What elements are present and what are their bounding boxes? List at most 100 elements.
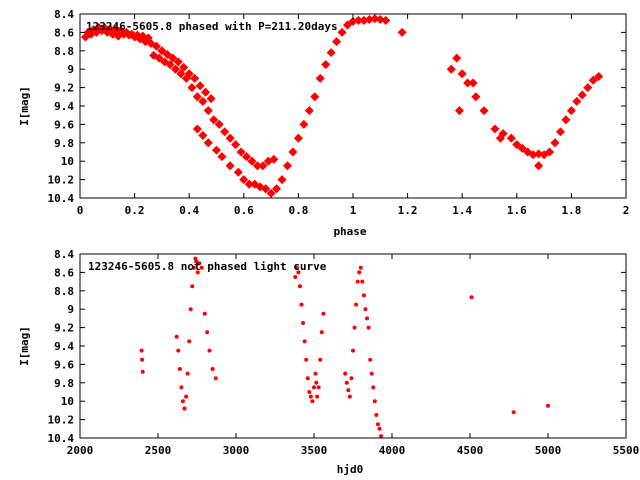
data-point <box>337 27 347 37</box>
x-tick-label: 5500 <box>613 444 640 457</box>
x-tick-label: 0.4 <box>179 204 199 217</box>
data-point <box>205 330 210 335</box>
data-point <box>206 94 216 104</box>
x-tick-label: 0.2 <box>125 204 145 217</box>
data-point <box>211 145 222 155</box>
data-point <box>318 357 323 362</box>
y-tick-label: 10.2 <box>48 174 75 187</box>
data-point <box>326 48 336 58</box>
x-tick-label: 1.6 <box>507 204 527 217</box>
y-tick-label: 8.6 <box>54 26 74 39</box>
data-point <box>157 46 167 56</box>
data-point <box>180 399 185 404</box>
data-point <box>305 376 310 381</box>
data-point <box>190 73 200 83</box>
data-point <box>371 385 376 390</box>
data-point <box>188 307 193 312</box>
x-tick-label: 2500 <box>145 444 172 457</box>
data-point <box>469 295 474 300</box>
data-point <box>195 270 200 275</box>
phased-x-axis-label: phase <box>333 225 366 238</box>
data-point <box>355 279 360 284</box>
data-point <box>555 127 566 137</box>
data-point <box>454 106 464 116</box>
phased-points <box>80 14 604 198</box>
data-point <box>372 399 377 404</box>
data-point <box>346 388 351 393</box>
y-tick-label: 8.4 <box>54 8 74 21</box>
data-point <box>310 92 320 102</box>
data-point <box>314 380 319 385</box>
data-point <box>184 394 189 399</box>
data-point <box>349 376 354 381</box>
y-tick-label: 9.2 <box>54 322 74 335</box>
y-tick-label: 9 <box>67 303 74 316</box>
data-point <box>377 426 382 431</box>
y-tick-label: 8.4 <box>54 248 74 261</box>
data-point <box>313 371 318 376</box>
data-point <box>174 334 179 339</box>
data-point <box>381 15 391 25</box>
data-point <box>176 69 186 79</box>
data-point <box>165 60 175 70</box>
data-point <box>140 369 145 374</box>
data-point <box>195 81 205 91</box>
data-point <box>225 161 235 171</box>
data-point <box>199 265 204 270</box>
data-point <box>282 161 293 171</box>
data-point <box>187 339 192 344</box>
x-tick-label: 1.8 <box>561 204 581 217</box>
data-point <box>583 83 593 93</box>
x-tick-label: 3500 <box>301 444 328 457</box>
data-point <box>201 87 211 97</box>
data-point <box>194 259 199 264</box>
data-point <box>140 357 145 362</box>
data-point <box>452 53 462 63</box>
data-point <box>203 106 213 116</box>
data-point <box>154 53 164 63</box>
data-point <box>506 133 516 143</box>
y-tick-label: 9.6 <box>54 358 74 371</box>
data-point <box>294 265 299 270</box>
data-point <box>197 261 202 266</box>
data-point <box>179 385 184 390</box>
x-tick-label: 5000 <box>535 444 562 457</box>
data-point <box>231 140 241 150</box>
x-tick-label: 1 <box>350 204 357 217</box>
data-point <box>577 90 587 100</box>
y-tick-label: 9.6 <box>54 118 74 131</box>
data-point <box>171 64 181 74</box>
data-point <box>293 133 303 143</box>
data-point <box>269 154 279 164</box>
data-point <box>173 57 183 67</box>
unphased-panel: 2000 2500 3000 3500 4000 4500 5000 5500 8.48.68… <box>18 248 639 476</box>
data-point <box>357 270 362 275</box>
data-point <box>351 348 355 353</box>
y-tick-label: 9.4 <box>54 100 74 113</box>
data-point <box>202 311 207 316</box>
unphased-title: 123246-5605.8 not phased light curve <box>88 260 327 273</box>
data-point <box>550 138 560 148</box>
data-point <box>207 348 212 353</box>
data-point <box>179 62 189 72</box>
unphased-x-ticks: 2000 2500 3000 3500 4000 4500 5000 5500 <box>67 254 640 457</box>
unphased-points <box>139 256 550 439</box>
data-point <box>181 73 191 83</box>
y-tick-label: 9.2 <box>54 82 74 95</box>
data-point <box>162 49 172 60</box>
phased-x-ticks: 0 0.2 0.4 0.6 0.8 1 1.2 1.4 1.6 1.8 2 <box>77 14 629 217</box>
data-point <box>233 167 243 177</box>
x-tick-label: 3000 <box>223 444 250 457</box>
y-tick-label: 10.4 <box>48 432 75 445</box>
phased-panel: 0 0.2 0.4 0.6 0.8 1 1.2 1.4 1.6 1.8 2 8.4 8.6 8.8 9 9.… <box>18 8 629 238</box>
data-point <box>213 376 218 381</box>
data-point <box>297 284 302 289</box>
data-point <box>347 394 352 399</box>
data-point <box>360 279 365 284</box>
data-point <box>244 179 254 189</box>
data-point <box>468 78 478 88</box>
data-point <box>354 302 359 307</box>
phased-plot-frame <box>79 13 627 199</box>
data-point <box>192 92 202 102</box>
